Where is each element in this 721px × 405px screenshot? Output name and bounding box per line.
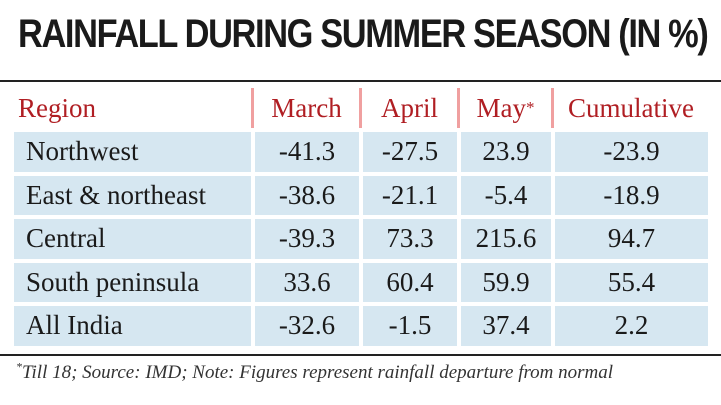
cell-march: 33.6 bbox=[251, 262, 359, 302]
column-header-april: April bbox=[359, 88, 457, 128]
cell-april: -21.1 bbox=[359, 175, 457, 215]
cell-march: -32.6 bbox=[251, 306, 359, 346]
table-row: East & northeast -38.6 -21.1 -5.4 -18.9 bbox=[14, 175, 708, 215]
cell-region: South peninsula bbox=[14, 262, 251, 302]
column-header-may: May * bbox=[457, 88, 551, 128]
cell-may: 215.6 bbox=[457, 219, 551, 259]
table-header-row: Region March April May * Cumulative bbox=[14, 88, 708, 128]
cell-march: -39.3 bbox=[251, 219, 359, 259]
table-row: Central -39.3 73.3 215.6 94.7 bbox=[14, 219, 708, 259]
cell-cumulative: 94.7 bbox=[551, 219, 708, 259]
cell-april: -1.5 bbox=[359, 306, 457, 346]
cell-region: Northwest bbox=[14, 132, 251, 172]
table-row: All India -32.6 -1.5 37.4 2.2 bbox=[14, 306, 708, 346]
column-header-may-label: May bbox=[476, 92, 527, 123]
cell-may: -5.4 bbox=[457, 175, 551, 215]
cell-april: -27.5 bbox=[359, 132, 457, 172]
chart-title: RAINFALL DURING SUMMER SEASON (IN %) bbox=[18, 12, 709, 56]
title-divider bbox=[0, 80, 721, 82]
footnote-text: Till 18; Source: IMD; Note: Figures repr… bbox=[22, 362, 614, 383]
cell-april: 60.4 bbox=[359, 262, 457, 302]
footnote-mark-symbol: * bbox=[16, 359, 22, 374]
table-bottom-divider bbox=[0, 354, 721, 356]
table-row: South peninsula 33.6 60.4 59.9 55.4 bbox=[14, 262, 708, 302]
table-row: Northwest -41.3 -27.5 23.9 -23.9 bbox=[14, 132, 708, 172]
cell-cumulative: -18.9 bbox=[551, 175, 708, 215]
column-header-march: March bbox=[251, 88, 359, 128]
column-header-cumulative: Cumulative bbox=[551, 88, 708, 128]
cell-region: All India bbox=[14, 306, 251, 346]
cell-region: East & northeast bbox=[14, 175, 251, 215]
column-header-region: Region bbox=[18, 92, 96, 123]
cell-cumulative: 55.4 bbox=[551, 262, 708, 302]
cell-march: -41.3 bbox=[251, 132, 359, 172]
cell-april: 73.3 bbox=[359, 219, 457, 259]
cell-may: 23.9 bbox=[457, 132, 551, 172]
cell-may: 59.9 bbox=[457, 262, 551, 302]
cell-march: -38.6 bbox=[251, 175, 359, 215]
cell-region: Central bbox=[14, 219, 251, 259]
cell-may: 37.4 bbox=[457, 306, 551, 346]
cell-cumulative: 2.2 bbox=[551, 306, 708, 346]
footnote: *Till 18; Source: IMD; Note: Figures rep… bbox=[16, 359, 614, 384]
rainfall-table: Region March April May * Cumulative North… bbox=[14, 88, 708, 346]
cell-cumulative: -23.9 bbox=[551, 132, 708, 172]
